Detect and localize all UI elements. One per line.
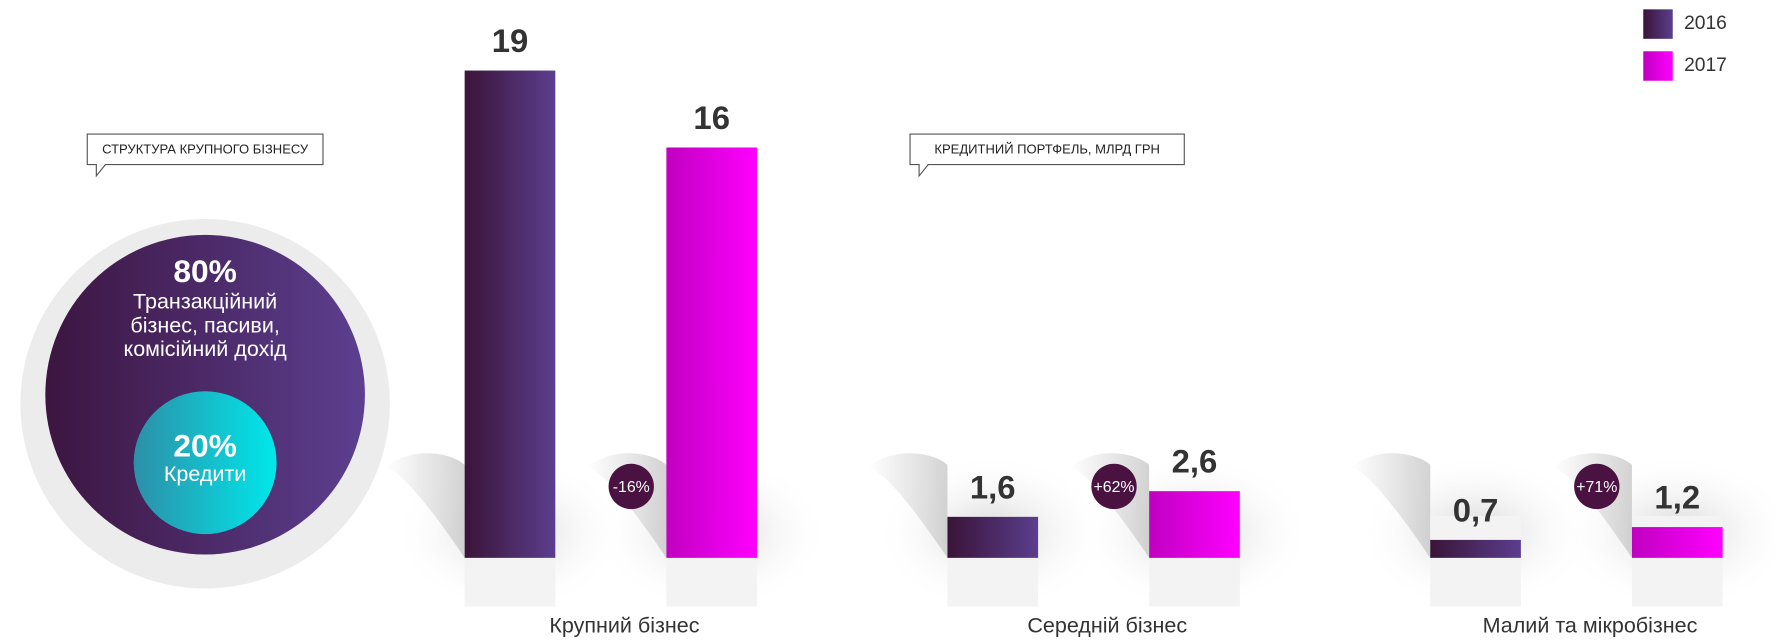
change-badge xyxy=(1091,463,1137,510)
change-badge xyxy=(608,463,654,510)
chart-title: СТРУКТУРА КРУПНОГО БІЗНЕСУ xyxy=(102,141,309,156)
category-label: Крупний бізнес xyxy=(549,614,699,638)
bar xyxy=(1149,491,1240,558)
bar xyxy=(1430,539,1521,558)
label-box: Транзакційний бізнес, пасиви, комісійний… xyxy=(123,290,287,362)
legend-label: 2016 xyxy=(1684,13,1727,34)
change-label: +71% xyxy=(1576,479,1617,496)
value-label: 80% xyxy=(173,253,236,289)
value-label: 20% xyxy=(173,427,236,463)
pie-inner xyxy=(133,391,277,535)
change-label: +62% xyxy=(1094,479,1135,496)
bar xyxy=(1631,527,1723,558)
category-label: Малий та мікробізнес xyxy=(1483,614,1698,638)
chart-title: КРЕДИТНИЙ ПОРТФЕЛЬ, МЛРД ГРН xyxy=(934,141,1160,156)
change-label: -16% xyxy=(613,479,650,496)
category-label: Середній бізнес xyxy=(1027,614,1187,638)
value-label: 19 xyxy=(492,22,529,59)
bar xyxy=(947,516,1039,558)
legend-swatch xyxy=(1643,51,1673,81)
category-label: Кредити xyxy=(164,462,246,486)
title-box xyxy=(86,133,324,178)
change-badge xyxy=(1574,463,1620,510)
legend-swatch xyxy=(1643,9,1673,39)
value-label: 1,2 xyxy=(1654,479,1700,516)
bar xyxy=(464,70,556,558)
chart-area: СТРУКТУРА КРУПНОГО БІЗНЕСУ 80%Транзакційн… xyxy=(45,9,1727,638)
value-label: 1,6 xyxy=(970,468,1016,505)
page-curl xyxy=(868,453,948,558)
page-curl xyxy=(1430,515,1521,607)
category-label: Транзакційний бізнес, пасиви, комісійний… xyxy=(123,290,287,362)
page-curl xyxy=(385,453,465,558)
legend-label: 2017 xyxy=(1684,55,1727,76)
page-curl xyxy=(1350,453,1431,558)
title-box xyxy=(909,133,1185,178)
value-label: 16 xyxy=(693,99,730,136)
value-label: 2,6 xyxy=(1172,443,1218,480)
bar xyxy=(666,147,758,558)
value-label: 0,7 xyxy=(1453,491,1499,528)
